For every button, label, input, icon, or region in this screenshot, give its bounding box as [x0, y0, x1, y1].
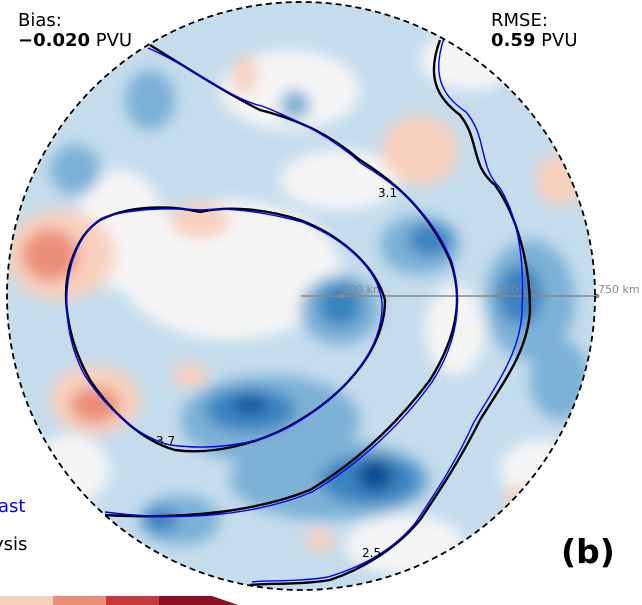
positive-patch — [233, 55, 257, 95]
bias-label: Bias: — [18, 10, 62, 31]
negative-patch — [318, 283, 362, 327]
negative-patch — [232, 397, 268, 413]
colorbar — [0, 596, 238, 605]
range-label-500: 500 km — [497, 283, 539, 296]
range-label-100: 100 km — [342, 283, 384, 296]
forecast-contour-outer — [104, 47, 459, 518]
colorbar-segment — [106, 596, 159, 605]
negative-patch — [530, 340, 590, 420]
bias-unit: PVU — [95, 30, 133, 51]
negative-patch — [125, 70, 175, 130]
negative-patch — [408, 224, 452, 256]
contour-label-3-7: 3.7 — [156, 434, 175, 448]
positive-patch — [170, 202, 230, 238]
negative-patch — [357, 459, 393, 491]
positive-patch — [70, 387, 120, 423]
contour-label-3-1: 3.1 — [378, 186, 397, 200]
legend-analysis: ysis — [0, 534, 28, 555]
rmse-annotation: RMSE: 0.59 PVU — [491, 11, 578, 51]
bias-annotation: Bias: −0.020 PVU — [18, 11, 132, 51]
rmse-value: 0.59 — [491, 30, 536, 51]
forecast-contour-2-5 — [251, 37, 524, 583]
contour-label-2-5: 2.5 — [362, 546, 381, 560]
legend-forecast: ast — [0, 496, 26, 517]
negative-patch — [280, 90, 310, 120]
range-tick-100 — [339, 293, 345, 299]
neutral-patch — [30, 435, 110, 505]
field-patches — [7, 30, 590, 575]
rmse-label: RMSE: — [491, 10, 548, 31]
bias-value-line: −0.020 PVU — [18, 31, 132, 51]
positive-patch — [172, 363, 208, 387]
forecast-contour-3-7 — [65, 208, 383, 448]
negative-patch — [50, 145, 100, 195]
rmse-unit: PVU — [541, 30, 578, 51]
negative-patch — [142, 508, 178, 532]
analysis-contour-2-5 — [249, 39, 532, 587]
negative-patch — [140, 495, 220, 545]
colorbar-extend-arrow — [212, 596, 238, 605]
colorbar-segment — [159, 596, 212, 605]
panel-label: (b) — [561, 532, 615, 571]
positive-patch — [504, 486, 536, 514]
bias-value: −0.020 — [18, 30, 91, 51]
domain-boundary — [6, 1, 596, 591]
positive-patch — [306, 528, 334, 552]
range-axis: 100 km 500 km 750 km — [301, 283, 640, 299]
rmse-value-line: 0.59 PVU — [491, 31, 578, 51]
range-label-750: 750 km — [598, 283, 640, 296]
colorbar-segment — [0, 596, 53, 605]
contour-lines — [64, 37, 532, 587]
neutral-patch — [280, 150, 400, 210]
range-tick-500 — [494, 293, 500, 299]
neutral-patch — [120, 200, 340, 340]
colorbar-segment — [53, 596, 106, 605]
positive-patch — [382, 115, 458, 185]
positive-patch — [22, 229, 78, 281]
